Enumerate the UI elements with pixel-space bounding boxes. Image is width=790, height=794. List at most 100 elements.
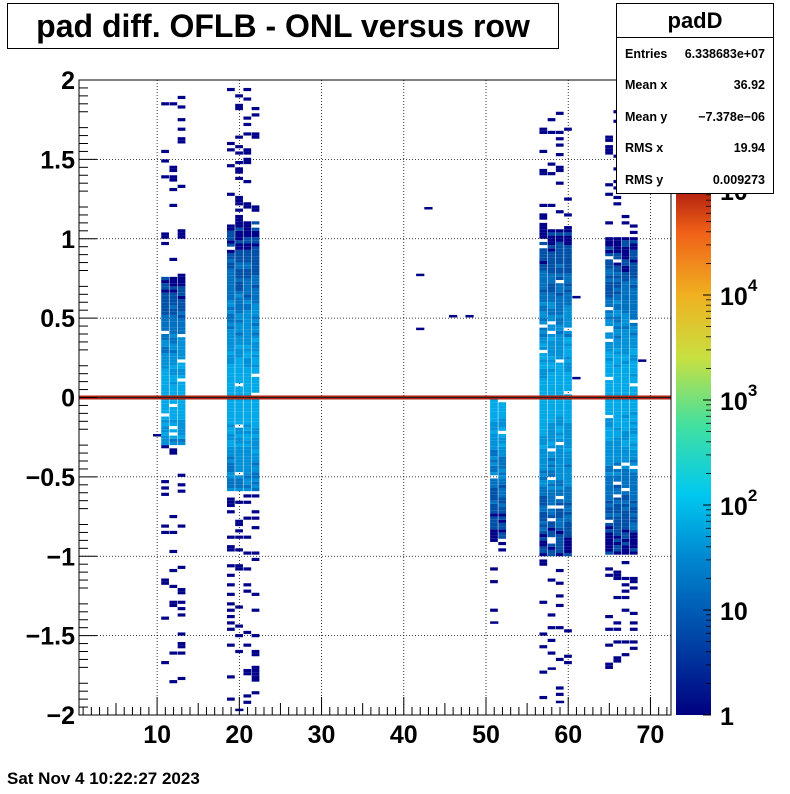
heatmap-cell [539,413,548,417]
heatmap-cell [539,518,548,522]
heatmap-cell [169,372,178,376]
heatmap-cell [235,449,243,454]
heatmap-cell [539,375,548,379]
heatmap-cell [251,376,260,381]
heatmap-cell [613,332,622,336]
heatmap-cell [555,343,564,347]
heatmap-cell [235,500,243,504]
heatmap-cell [251,691,260,695]
heatmap-cell [621,421,630,425]
heatmap-cell [498,411,507,415]
heatmap-cell [621,240,630,244]
heatmap-cell [621,545,630,549]
heatmap-cell [498,507,507,511]
heatmap-cell [227,360,235,365]
heatmap-cell [564,464,572,468]
heatmap-cell [555,527,564,531]
heatmap-cell [555,419,564,423]
heatmap-cell [227,141,235,146]
heatmap-cell [498,529,507,533]
heatmap-cell [243,351,252,355]
heatmap-cell [613,519,622,523]
heatmap-cell [498,497,507,501]
heatmap-cell [547,235,556,239]
heatmap-cell [555,514,564,519]
heatmap-cell [227,268,235,273]
heatmap-cell [621,214,630,219]
heatmap-cell [251,360,260,365]
stats-row-meany: Mean y −7.378e−06 [617,101,773,133]
heatmap-cell [613,316,622,320]
heatmap-cell [564,470,572,474]
heatmap-cell [539,419,548,423]
heatmap-cell [235,624,243,628]
y-tick-label: 2 [61,67,75,95]
heatmap-cell [161,241,169,246]
heatmap-cell [243,230,252,234]
heatmap-cell [605,481,613,485]
heatmap-cell [613,300,622,304]
heatmap-cell [251,510,260,514]
heatmap-cell [490,465,498,469]
heatmap-cell [539,467,548,471]
heatmap-cell [605,567,613,571]
heatmap-cell [498,408,507,412]
heatmap-cell [547,314,556,319]
heatmap-cell [621,589,630,593]
heatmap-cell [161,327,169,331]
heatmap-cell [555,305,564,309]
heatmap-cell [629,535,638,539]
heatmap-cell [251,208,260,212]
heatmap-cell [564,302,572,306]
heatmap-cell [621,287,630,292]
heatmap-cell [547,241,556,246]
heatmap-cell [177,311,186,315]
heatmap-cell [564,499,572,503]
heatmap-cell [629,389,638,393]
heatmap-cell [161,318,169,322]
heatmap-cell [251,265,260,269]
heatmap-cell [235,278,243,282]
heatmap-cell [555,594,564,598]
heatmap-cell [235,348,243,352]
heatmap-cell [243,307,252,311]
heatmap-cell [613,462,622,466]
heatmap-cell [613,475,622,479]
heatmap-cell [629,259,638,263]
heatmap-cell [177,286,186,290]
heatmap-cell [539,149,548,154]
heatmap-cell [613,354,622,358]
heatmap-cell [613,297,622,301]
heatmap-cell [177,305,186,309]
heatmap-cell [564,260,572,265]
heatmap-cell [169,295,178,300]
heatmap-cell [613,446,622,450]
heatmap-cell [613,545,622,549]
heatmap-cell [547,248,556,252]
heatmap-cell [605,183,613,187]
heatmap-cell [243,373,252,377]
heatmap-cell [564,289,572,293]
heatmap-cell [629,627,638,631]
heatmap-cell [161,353,169,357]
heatmap-cell [227,627,235,631]
heatmap-cell [539,670,548,674]
heatmap-cell [416,327,425,331]
heatmap-cell [539,203,548,207]
heatmap-cell [243,97,252,101]
heatmap-cell [539,241,548,246]
heatmap-cell [243,468,252,473]
heatmap-cell [605,297,613,301]
heatmap-cell [227,345,235,349]
heatmap-cell [490,513,498,517]
heatmap-cell [227,535,235,539]
heatmap-cell [227,405,235,409]
heatmap-cell [169,318,178,322]
heatmap-cell [629,265,638,269]
heatmap-cell [161,362,169,366]
heatmap-cell [235,310,243,314]
heatmap-cell [227,281,235,285]
heatmap-cell [539,387,548,392]
heatmap-cell [605,262,613,266]
heatmap-cell [605,507,613,511]
